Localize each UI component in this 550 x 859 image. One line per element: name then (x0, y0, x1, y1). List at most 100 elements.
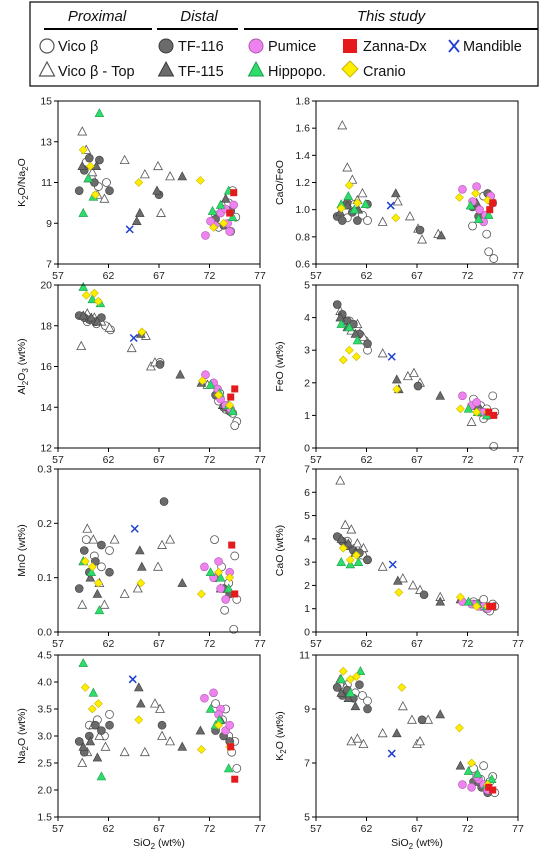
y-tick-label: 9 (304, 704, 310, 716)
data-point-tf-116 (415, 225, 425, 235)
data-point-vico-top (417, 234, 428, 244)
data-point-tf-116 (105, 567, 114, 577)
legend-heading-this-study: This study (357, 8, 427, 25)
y-tick-label: 9 (46, 218, 52, 230)
data-point-vico-top (346, 524, 357, 534)
x-tick-label: 67 (153, 270, 165, 282)
data-point-tf-115 (336, 687, 347, 697)
data-point-tf-115 (390, 188, 401, 198)
data-point-hippopo- (360, 199, 371, 209)
legend-label-hippo: Hippopo. (268, 64, 326, 80)
data-point-cranio (214, 567, 224, 577)
x-tick-label: 72 (462, 454, 474, 466)
data-point-vico-top (94, 730, 105, 740)
x-axis-label: SiO2 (wt%) (133, 837, 185, 851)
data-point-hippopo- (205, 703, 216, 713)
data-point-zanna-dx (489, 786, 497, 794)
data-point-zanna-dx (227, 743, 235, 751)
data-point-pumice (472, 182, 481, 191)
data-point-vico-top (77, 599, 88, 609)
data-point-tf-116 (332, 683, 342, 692)
data-point-cranio (219, 218, 229, 228)
data-point-cranio (338, 666, 348, 676)
x-tick-label: 77 (254, 270, 266, 282)
data-point-vico- (220, 605, 230, 615)
data-point-zanna-dx (231, 590, 239, 598)
data-point-zanna-dx (231, 775, 239, 783)
data-point-tf-115 (135, 207, 145, 217)
data-point-tf-115 (336, 533, 347, 543)
y-axis-label: CaO/FeO (274, 160, 286, 205)
data-point-cranio (338, 355, 348, 365)
plot-frame (57, 100, 261, 265)
data-point-cranio (338, 543, 348, 553)
data-point-hippopo- (352, 335, 363, 345)
data-point-cranio (78, 145, 88, 155)
data-point-tf-115 (133, 682, 144, 692)
data-point-cranio (456, 404, 465, 414)
data-point-tf-116 (157, 720, 167, 730)
data-point-hippopo- (205, 379, 216, 389)
data-point-hippopo- (207, 205, 218, 215)
y-axis-label: CaO (wt%) (274, 525, 286, 576)
data-point-vico-top (406, 714, 417, 724)
data-point-hippopo- (465, 200, 476, 210)
x-tick-label: 57 (310, 454, 322, 466)
data-point-tf-115 (195, 725, 206, 735)
y-tick-label: 11 (299, 650, 310, 662)
data-point-vico-top (165, 171, 176, 181)
legend-label-tf116: TF-116 (178, 39, 224, 55)
data-point-hippopo- (463, 765, 474, 775)
legend-label-vico: Vico β (58, 39, 98, 55)
data-point-cranio (394, 587, 404, 597)
data-point-hippopo- (86, 567, 97, 577)
data-point-cranio (134, 715, 144, 725)
data-point-zanna-dx (226, 209, 234, 217)
data-point-cranio (344, 180, 354, 190)
data-point-vico- (97, 562, 106, 572)
data-point-vico-top (342, 162, 353, 172)
x-tick-label: 57 (52, 638, 64, 650)
data-point-hippopo- (94, 108, 105, 118)
data-point-cranio (391, 213, 401, 223)
data-point-vico-top (377, 561, 388, 571)
data-point-vico-top (409, 367, 419, 377)
panel-k2o-na2o: 7 9 11 13 15 57 62 67 72 77 K2O/Na2O (16, 96, 266, 283)
legend-vico-top-triangle-icon (38, 60, 56, 77)
y-tick-label: 3 (304, 557, 310, 569)
data-point-tf-115 (220, 193, 231, 203)
data-point-zanna-dx (228, 541, 236, 549)
data-point-zanna-dx (230, 189, 238, 197)
data-point-cranio (196, 745, 206, 754)
x-tick-label: 57 (52, 270, 64, 282)
data-point-tf-116 (419, 590, 429, 600)
data-point-pumice (458, 184, 467, 194)
data-point-zanna-dx (489, 602, 497, 610)
data-point-hippopo- (96, 771, 107, 781)
y-tick-label: 4.5 (37, 650, 52, 662)
y-tick-label: 5 (304, 280, 310, 292)
data-point-tf-116 (155, 360, 165, 369)
x-tick-label: 77 (512, 454, 524, 466)
data-point-pumice (229, 200, 239, 210)
data-point-hippopo- (87, 294, 98, 304)
y-tick-label: 3.5 (37, 704, 52, 716)
y-tick-label: 0.3 (37, 464, 52, 476)
data-point-tf-115 (177, 171, 188, 181)
legend: Proximal Distal This study Vico β Vico β… (29, 1, 539, 87)
y-tick-label: 4 (304, 312, 310, 324)
x-tick-label: 77 (512, 823, 524, 835)
data-point-cranio (454, 723, 464, 733)
x-tick-label: 62 (103, 270, 115, 282)
legend-label-mandible: Mandible (463, 39, 522, 55)
data-point-vico-top (337, 120, 348, 130)
data-point-tf-115 (435, 709, 446, 719)
data-point-cranio (198, 376, 207, 386)
y-tick-label: 0.1 (37, 572, 52, 584)
points-k2o (332, 666, 500, 798)
data-point-pumice (225, 720, 234, 730)
data-point-tf-115 (391, 728, 402, 738)
x-tick-label: 67 (153, 823, 165, 835)
x-tick-label: 77 (512, 638, 524, 650)
data-point-cranio (467, 758, 476, 768)
